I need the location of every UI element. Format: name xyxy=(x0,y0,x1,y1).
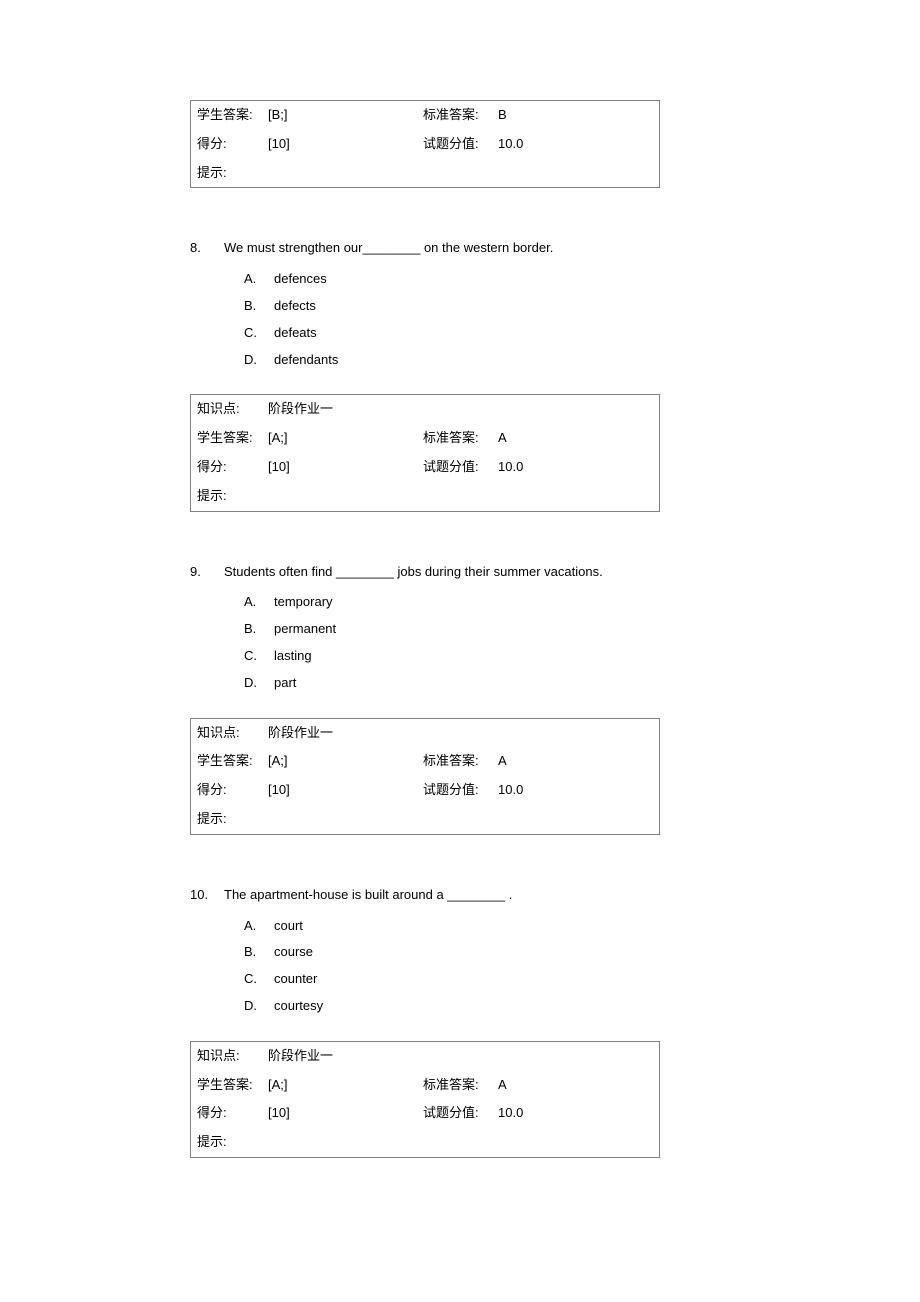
option-b: B. permanent xyxy=(244,619,730,640)
answer-box-q9: 知识点: 阶段作业一 学生答案: [A;] 标准答案: A 得分: [10] 试… xyxy=(190,718,660,835)
option-letter: C. xyxy=(244,646,274,667)
hint-label: 提示: xyxy=(191,482,659,511)
option-text: defects xyxy=(274,296,730,317)
question-9: 9. Students often find ________ jobs dur… xyxy=(190,562,730,694)
standard-answer-label: 标准答案: xyxy=(421,747,496,776)
student-answer-label: 学生答案: xyxy=(191,101,266,130)
question-number: 10. xyxy=(190,885,224,906)
student-answer-value: [A;] xyxy=(266,1071,421,1100)
question-8: 8. We must strengthen our________ on the… xyxy=(190,238,730,370)
knowledge-point-value: 阶段作业一 xyxy=(266,395,421,424)
option-text: course xyxy=(274,942,730,963)
score-value: [10] xyxy=(266,453,421,482)
standard-answer-value: A xyxy=(496,1071,659,1100)
option-d: D. courtesy xyxy=(244,996,730,1017)
option-letter: B. xyxy=(244,619,274,640)
option-d: D. part xyxy=(244,673,730,694)
hint-label: 提示: xyxy=(191,1128,659,1157)
standard-answer-label: 标准答案: xyxy=(421,1071,496,1100)
knowledge-point-label: 知识点: xyxy=(191,395,266,424)
question-value-value: 10.0 xyxy=(496,1099,659,1128)
question-stem: The apartment-house is built around a __… xyxy=(224,885,730,906)
hint-label: 提示: xyxy=(191,805,659,834)
option-c: C. defeats xyxy=(244,323,730,344)
option-letter: A. xyxy=(244,592,274,613)
student-answer-value: [B;] xyxy=(266,101,421,130)
option-text: lasting xyxy=(274,646,730,667)
question-number: 9. xyxy=(190,562,224,583)
option-letter: D. xyxy=(244,996,274,1017)
score-label: 得分: xyxy=(191,130,266,159)
standard-answer-label: 标准答案: xyxy=(421,424,496,453)
question-number: 8. xyxy=(190,238,224,259)
standard-answer-value: A xyxy=(496,747,659,776)
option-text: permanent xyxy=(274,619,730,640)
option-text: court xyxy=(274,916,730,937)
knowledge-point-label: 知识点: xyxy=(191,719,266,748)
answer-box-q10: 知识点: 阶段作业一 学生答案: [A;] 标准答案: A 得分: [10] 试… xyxy=(190,1041,660,1158)
option-b: B. course xyxy=(244,942,730,963)
answer-box-q7: 学生答案: [B;] 标准答案: B 得分: [10] 试题分值: 10.0 提… xyxy=(190,100,660,188)
option-text: defences xyxy=(274,269,730,290)
question-value-value: 10.0 xyxy=(496,130,659,159)
question-value-value: 10.0 xyxy=(496,453,659,482)
knowledge-point-value: 阶段作业一 xyxy=(266,1042,421,1071)
question-value-value: 10.0 xyxy=(496,776,659,805)
question-value-label: 试题分值: xyxy=(421,130,496,159)
question-value-label: 试题分值: xyxy=(421,776,496,805)
hint-label: 提示: xyxy=(191,159,659,188)
option-letter: A. xyxy=(244,269,274,290)
option-c: C. counter xyxy=(244,969,730,990)
score-value: [10] xyxy=(266,776,421,805)
score-label: 得分: xyxy=(191,1099,266,1128)
option-b: B. defects xyxy=(244,296,730,317)
student-answer-label: 学生答案: xyxy=(191,424,266,453)
student-answer-label: 学生答案: xyxy=(191,747,266,776)
question-10: 10. The apartment-house is built around … xyxy=(190,885,730,1017)
option-text: part xyxy=(274,673,730,694)
score-value: [10] xyxy=(266,1099,421,1128)
question-value-label: 试题分值: xyxy=(421,453,496,482)
score-label: 得分: xyxy=(191,453,266,482)
option-letter: C. xyxy=(244,323,274,344)
knowledge-point-value: 阶段作业一 xyxy=(266,719,421,748)
option-letter: B. xyxy=(244,296,274,317)
score-value: [10] xyxy=(266,130,421,159)
option-text: courtesy xyxy=(274,996,730,1017)
standard-answer-value: A xyxy=(496,424,659,453)
option-letter: A. xyxy=(244,916,274,937)
question-value-label: 试题分值: xyxy=(421,1099,496,1128)
option-text: temporary xyxy=(274,592,730,613)
option-c: C. lasting xyxy=(244,646,730,667)
option-a: A. temporary xyxy=(244,592,730,613)
option-a: A. defences xyxy=(244,269,730,290)
option-text: counter xyxy=(274,969,730,990)
answer-box-q8: 知识点: 阶段作业一 学生答案: [A;] 标准答案: A 得分: [10] 试… xyxy=(190,394,660,511)
option-text: defeats xyxy=(274,323,730,344)
student-answer-label: 学生答案: xyxy=(191,1071,266,1100)
option-letter: D. xyxy=(244,673,274,694)
option-text: defendants xyxy=(274,350,730,371)
option-letter: B. xyxy=(244,942,274,963)
student-answer-value: [A;] xyxy=(266,747,421,776)
question-stem: We must strengthen our________ on the we… xyxy=(224,238,730,259)
option-a: A. court xyxy=(244,916,730,937)
standard-answer-value: B xyxy=(496,101,659,130)
option-d: D. defendants xyxy=(244,350,730,371)
standard-answer-label: 标准答案: xyxy=(421,101,496,130)
question-stem: Students often find ________ jobs during… xyxy=(224,562,730,583)
score-label: 得分: xyxy=(191,776,266,805)
student-answer-value: [A;] xyxy=(266,424,421,453)
option-letter: C. xyxy=(244,969,274,990)
knowledge-point-label: 知识点: xyxy=(191,1042,266,1071)
option-letter: D. xyxy=(244,350,274,371)
